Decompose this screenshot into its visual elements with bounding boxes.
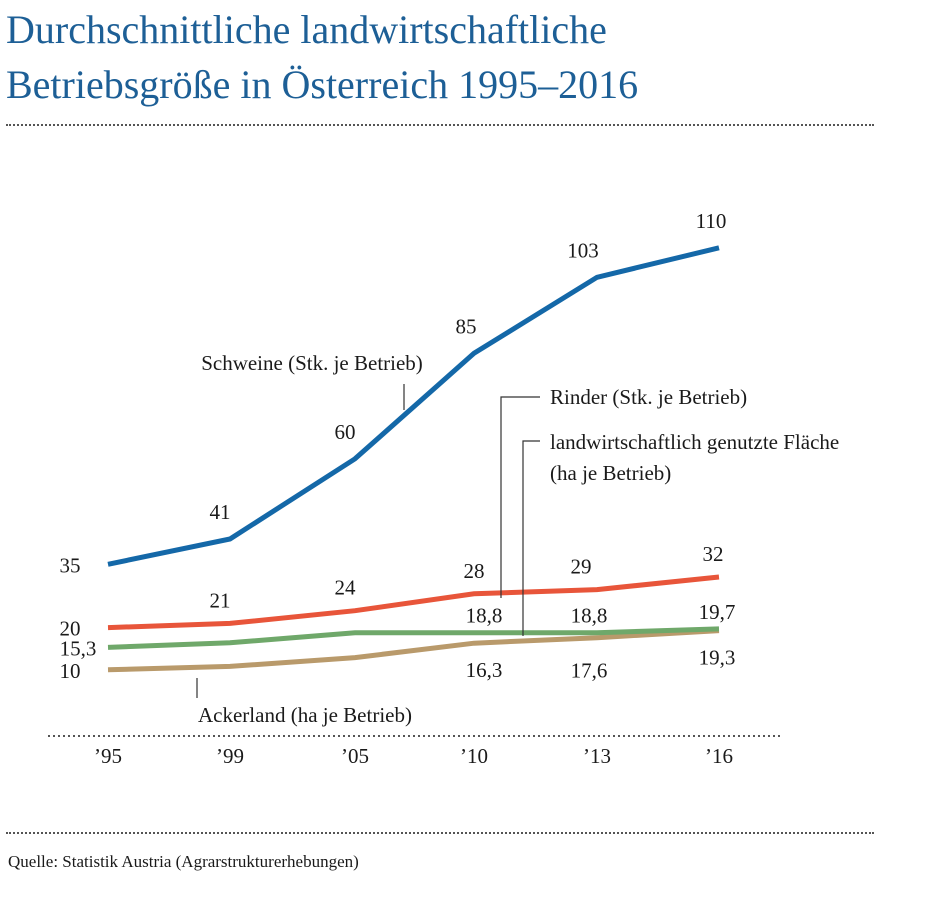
chart-title-line-1: Durchschnittliche landwirtschaftliche — [6, 7, 607, 52]
top-dotted-divider — [6, 124, 874, 126]
data-label: 19,7 — [699, 600, 736, 624]
series-line — [107, 574, 720, 631]
data-label: 29 — [571, 555, 592, 579]
data-label: 15,3 — [60, 636, 97, 660]
series-labels: Schweine (Stk. je Betrieb) Rinder (Stk. j… — [196, 351, 839, 727]
data-label: 20 — [60, 617, 81, 641]
data-label: 24 — [335, 576, 357, 600]
data-label: 103 — [567, 238, 599, 262]
data-label: 19,3 — [699, 646, 736, 670]
series-line — [107, 245, 720, 567]
data-label: 18,8 — [466, 604, 503, 628]
data-labels: 35 41 60 85 103 110 20 21 24 28 29 32 15,3 18,8 18,8 19… — [60, 209, 736, 683]
series-label-schweine: Schweine (Stk. je Betrieb) — [201, 351, 423, 375]
chart-title: Durchschnittliche landwirtschaftliche Be… — [6, 2, 906, 112]
data-label: 32 — [703, 542, 724, 566]
series-label-flaeche-line-1: landwirtschaftlich genutzte Fläche — [550, 430, 839, 454]
source-note: Quelle: Statistik Austria (Agrarstruktur… — [8, 852, 359, 871]
data-label: 60 — [335, 420, 356, 444]
series-label-ackerland: Ackerland (ha je Betrieb) — [198, 703, 412, 727]
series-label-flaeche-line-2: (ha je Betrieb) — [550, 461, 671, 485]
data-label: 110 — [696, 209, 727, 233]
chart-title-line-2: Betriebsgröße in Österreich 1995–2016 — [6, 62, 639, 107]
x-tick-label: ’99 — [216, 744, 244, 768]
leader-line-flaeche — [522, 440, 540, 636]
x-tick-label: ’10 — [460, 744, 488, 768]
data-label: 35 — [60, 553, 81, 577]
series-line — [107, 628, 720, 673]
series-line — [107, 626, 720, 650]
x-tick-label: ’95 — [94, 744, 122, 768]
x-tick-label: ’05 — [341, 744, 369, 768]
data-label: 10 — [60, 659, 81, 683]
data-label: 85 — [456, 314, 477, 338]
data-label: 28 — [464, 559, 485, 583]
leader-line-rinder — [500, 396, 540, 598]
data-label: 17,6 — [571, 659, 608, 683]
data-label: 16,3 — [466, 658, 503, 682]
series-lines — [107, 245, 720, 673]
data-label: 18,8 — [571, 604, 608, 628]
x-axis: ’95 ’99 ’05 ’10 ’13 ’16 — [48, 735, 780, 768]
series-label-rinder: Rinder (Stk. je Betrieb) — [550, 385, 747, 409]
bottom-dotted-divider — [6, 832, 874, 834]
data-label: 21 — [210, 588, 231, 612]
x-tick-label: ’13 — [583, 744, 611, 768]
data-label: 41 — [210, 500, 231, 524]
x-tick-label: ’16 — [705, 744, 733, 768]
